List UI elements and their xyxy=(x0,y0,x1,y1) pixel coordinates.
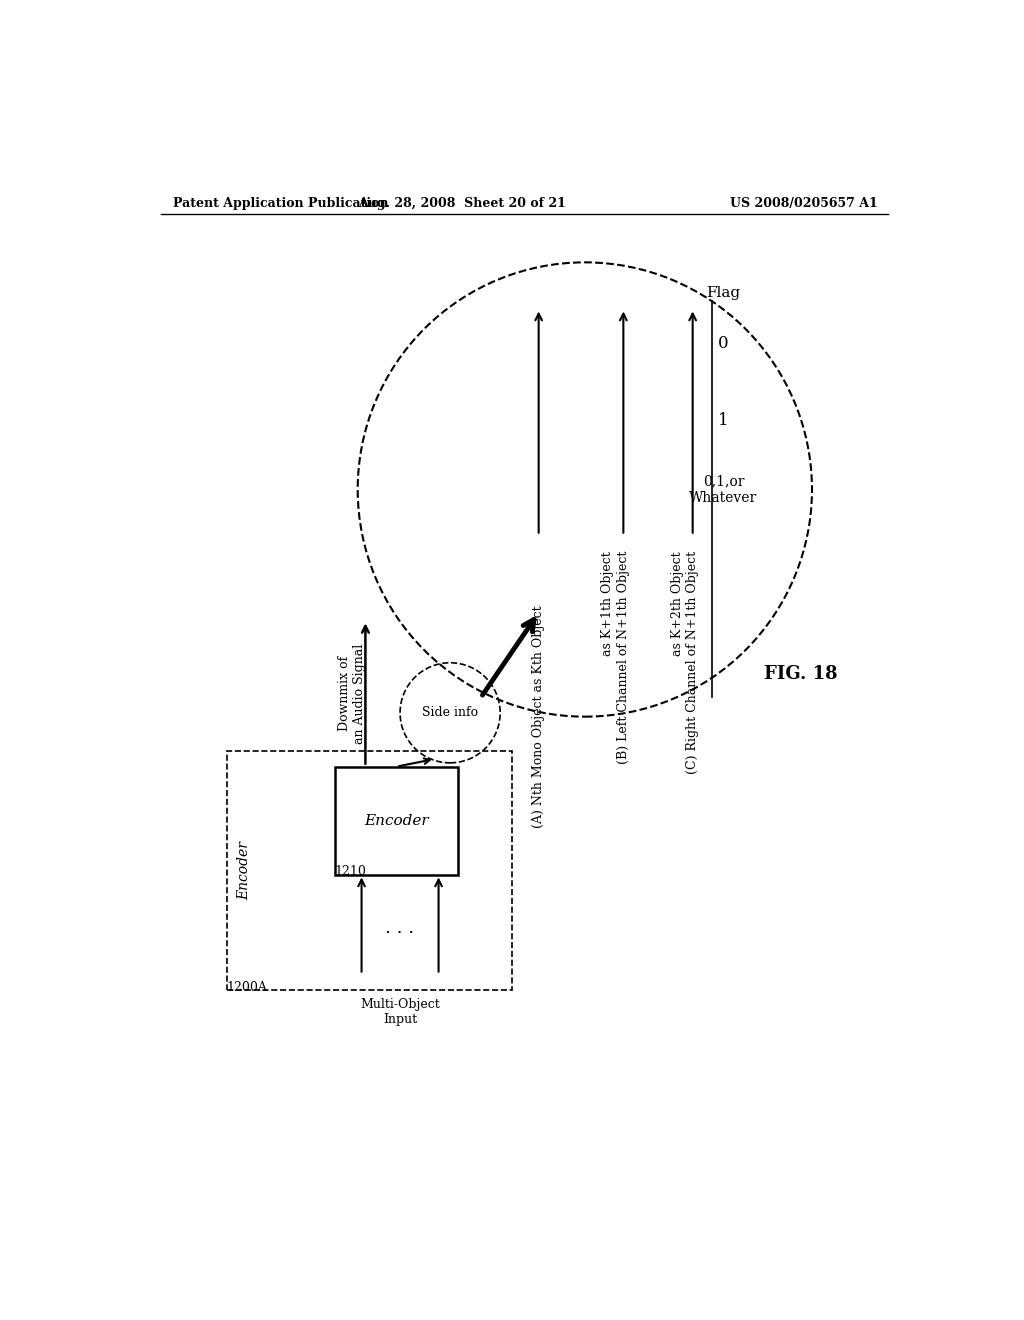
Text: . . .: . . . xyxy=(385,920,415,937)
Bar xyxy=(226,751,512,990)
Text: Flag: Flag xyxy=(707,286,740,300)
Text: (C) Right Channel of N+1th Object: (C) Right Channel of N+1th Object xyxy=(686,552,699,775)
Text: Patent Application Publication: Patent Application Publication xyxy=(173,197,388,210)
Text: as K+1th Object: as K+1th Object xyxy=(601,552,614,656)
Text: Encoder: Encoder xyxy=(364,813,428,828)
Text: (A) Nth Mono Object as Kth Object: (A) Nth Mono Object as Kth Object xyxy=(532,605,545,828)
Text: Aug. 28, 2008  Sheet 20 of 21: Aug. 28, 2008 Sheet 20 of 21 xyxy=(357,197,565,210)
Text: (B) Left Channel of N+1th Object: (B) Left Channel of N+1th Object xyxy=(616,552,630,764)
Text: US 2008/0205657 A1: US 2008/0205657 A1 xyxy=(730,197,878,210)
Text: 0,1,or
Whatever: 0,1,or Whatever xyxy=(689,474,758,504)
Text: as K+2th Object: as K+2th Object xyxy=(671,552,684,656)
Text: Downmix of
an Audio Signal: Downmix of an Audio Signal xyxy=(338,643,366,743)
Text: Multi-Object
Input: Multi-Object Input xyxy=(360,998,440,1026)
Text: 1210: 1210 xyxy=(335,866,367,878)
Text: 0: 0 xyxy=(718,335,729,351)
Bar xyxy=(335,767,458,875)
Text: 1: 1 xyxy=(718,412,729,429)
Text: FIG. 18: FIG. 18 xyxy=(764,665,838,684)
Text: Encoder: Encoder xyxy=(238,841,252,900)
Text: Side info: Side info xyxy=(422,706,478,719)
Text: 1200A: 1200A xyxy=(226,981,267,994)
